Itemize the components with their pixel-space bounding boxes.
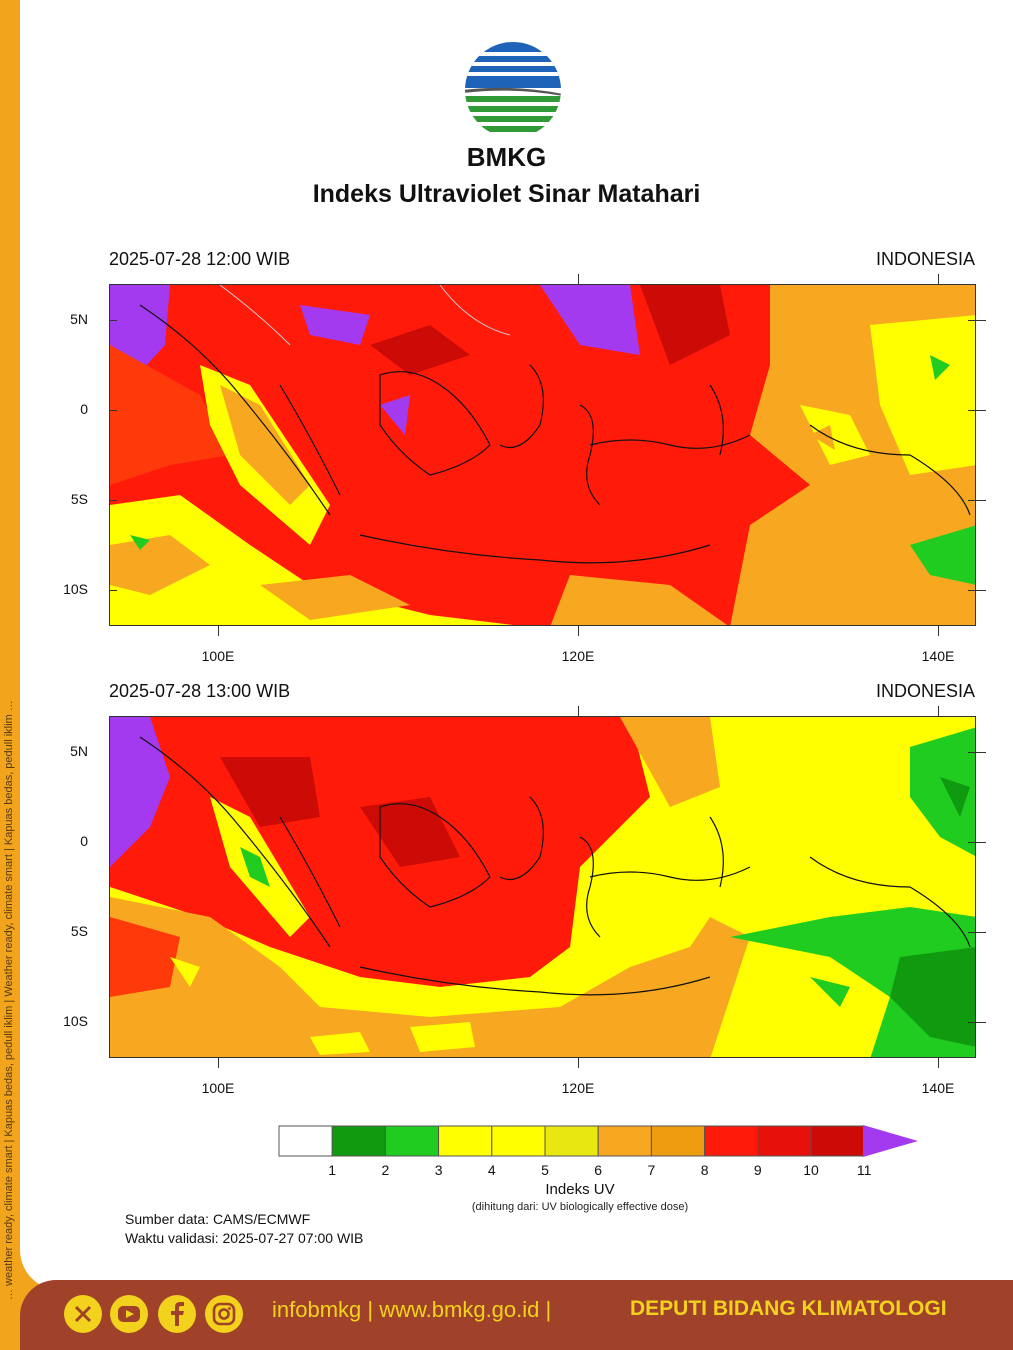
panel-2-date: 2025-07-28 13:00 WIB [109,681,291,701]
colorbar-cell [278,1125,333,1157]
lon-label: 140E [921,648,955,664]
colorbar-tick-label: 9 [753,1162,762,1178]
side-strip: … weather ready, climate smart | Kapuas … [0,0,20,1350]
lat-label: 10S [63,581,88,597]
facebook-icon[interactable] [158,1295,196,1333]
colorbar-title: Indeks UV [545,1181,615,1198]
colorbar-cell [810,1125,865,1157]
colorbar-tick-label: 6 [594,1162,603,1178]
colorbar-cell [704,1125,759,1157]
page-title: Indeks Ultraviolet Sinar Matahari [312,180,701,208]
colorbar-tick-label: 4 [487,1162,496,1178]
uv-map-1300 [109,716,976,1058]
panel-2-region: INDONESIA [875,681,975,701]
instagram-icon[interactable] [205,1295,243,1333]
lon-label: 100E [201,1080,235,1096]
lat-label: 5N [70,743,88,759]
lon-label: 120E [561,1080,595,1096]
lon-label: 100E [201,648,235,664]
lat-label: 0 [80,833,88,849]
colorbar-cell [331,1125,386,1157]
lat-label: 5N [70,311,88,327]
colorbar-cell [757,1125,812,1157]
youtube-icon[interactable] [110,1295,148,1333]
panel-1-region: INDONESIA [875,249,975,269]
colorbar-cell [438,1125,493,1157]
lon-label: 120E [561,648,595,664]
colorbar-cell [650,1125,706,1157]
lat-label: 5S [70,491,88,507]
brand-name: BMKG [466,142,547,172]
colorbar-cell [491,1125,546,1157]
colorbar-subtitle: (dihitung dari: UV biologically effectiv… [471,1201,689,1213]
lon-label: 140E [921,1080,955,1096]
colorbar-tick-label: 8 [700,1162,709,1178]
validity-time: Waktu validasi: 2025-07-27 07:00 WIB [125,1230,364,1246]
footer-links[interactable]: infobmkg | www.bmkg.go.id | [272,1297,552,1322]
x-icon[interactable] [64,1295,102,1333]
panel-1-date: 2025-07-28 12:00 WIB [109,249,291,269]
footer-department: DEPUTI BIDANG KLIMATOLOGI [630,1297,947,1320]
colorbar-tick-label: 3 [434,1162,443,1178]
colorbar-tick-label: 1 [328,1162,337,1178]
lat-label: 5S [70,923,88,939]
colorbar-tick-label: 2 [381,1162,390,1178]
uv-map-1200 [109,284,976,626]
colorbar-cell [544,1125,599,1157]
uv-colorbar [278,1125,918,1157]
colorbar-tick-label: 10 [803,1162,819,1178]
lat-label: 10S [63,1013,88,1029]
lat-label: 0 [80,401,88,417]
bmkg-logo [465,42,561,138]
colorbar-tick-label: 5 [541,1162,549,1178]
colorbar-overflow-arrow [863,1125,918,1157]
colorbar-cell [597,1125,652,1157]
main-card [20,0,1013,1290]
colorbar-cell [384,1125,440,1157]
colorbar-tick-label: 11 [856,1162,872,1178]
data-source: Sumber data: CAMS/ECMWF [125,1211,311,1227]
colorbar-tick-label: 7 [647,1162,656,1178]
